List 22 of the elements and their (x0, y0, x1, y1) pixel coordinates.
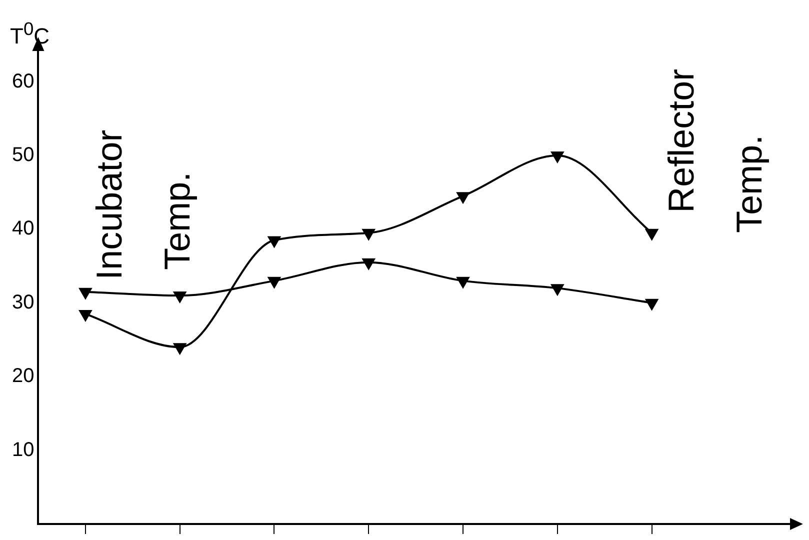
point (174, 292, 186, 303)
point (646, 228, 658, 240)
text: Incubator Temp. (88, 130, 198, 280)
y-tick-label: 20 (12, 365, 34, 388)
point (456, 192, 470, 204)
point (268, 236, 280, 248)
y-tick-label: 40 (12, 218, 34, 240)
point (79, 310, 92, 321)
y-tick-label: 30 (12, 291, 34, 314)
point (551, 152, 564, 163)
point (79, 288, 92, 299)
point (551, 284, 564, 296)
text: Reflector Temp. (660, 68, 770, 233)
y-tick-label: 50 (12, 144, 34, 166)
point (268, 276, 280, 288)
point (174, 343, 186, 354)
point (362, 228, 375, 240)
y-tick-label: 60 (12, 70, 34, 92)
point (362, 258, 375, 270)
point (456, 276, 470, 288)
y-tick-label: 10 (12, 438, 34, 461)
point (646, 298, 658, 310)
